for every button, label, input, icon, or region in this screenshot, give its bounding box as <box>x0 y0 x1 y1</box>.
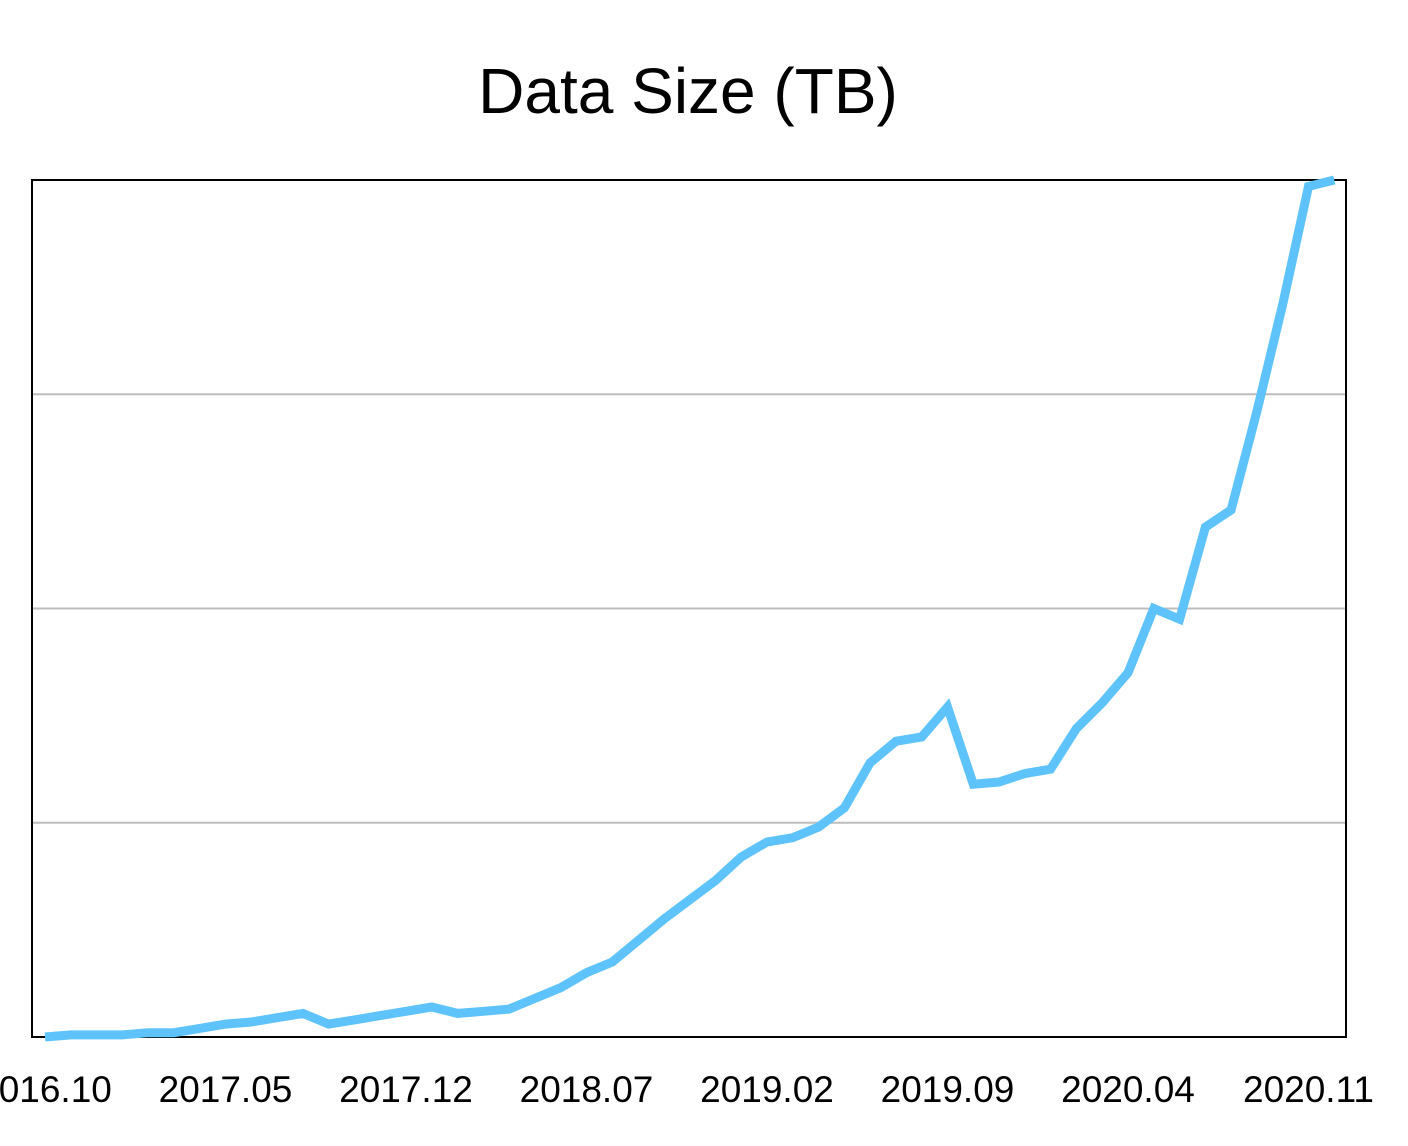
x-tick-label: 2019.09 <box>881 1069 1015 1110</box>
x-tick-label: 2016.10 <box>0 1069 112 1110</box>
x-tick-label: 2018.07 <box>520 1069 654 1110</box>
series-line-0 <box>44 175 1336 1042</box>
gridlines <box>32 393 1346 824</box>
plot-frame <box>31 179 1347 1038</box>
x-tick-label: 2017.05 <box>159 1069 293 1110</box>
x-tick-label: 2020.04 <box>1061 1069 1195 1110</box>
x-tick-label: 2020.11 <box>1243 1069 1374 1110</box>
chart-title: Data Size (TB) <box>478 55 898 127</box>
x-tick-label: 2019.02 <box>700 1069 834 1110</box>
x-axis-tick-labels: 2016.10 2017.05 2017.12 2018.07 2019.02 2019.… <box>0 1069 1374 1110</box>
series-group <box>44 175 1336 1042</box>
x-tick-label: 2017.12 <box>339 1069 473 1110</box>
